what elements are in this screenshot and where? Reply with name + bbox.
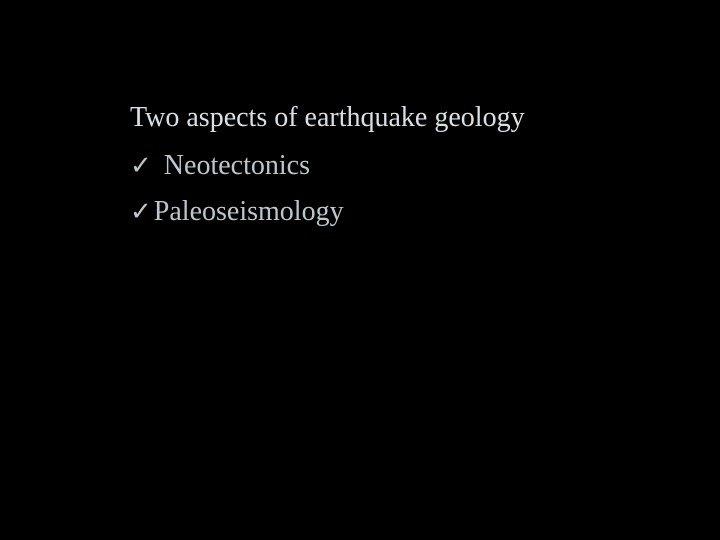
list-item: ✓ Paleoseismology (130, 196, 344, 228)
bullet-text: Paleoseismology (154, 196, 344, 228)
bullet-list: ✓ Neotectonics ✓ Paleoseismology (130, 150, 344, 242)
slide-container: Two aspects of earthquake geology ✓ Neot… (0, 0, 720, 540)
checkmark-icon: ✓ (130, 151, 152, 181)
checkmark-icon: ✓ (130, 197, 152, 227)
slide-title: Two aspects of earthquake geology (130, 102, 525, 134)
list-item: ✓ Neotectonics (130, 150, 344, 182)
bullet-text: Neotectonics (164, 150, 310, 182)
